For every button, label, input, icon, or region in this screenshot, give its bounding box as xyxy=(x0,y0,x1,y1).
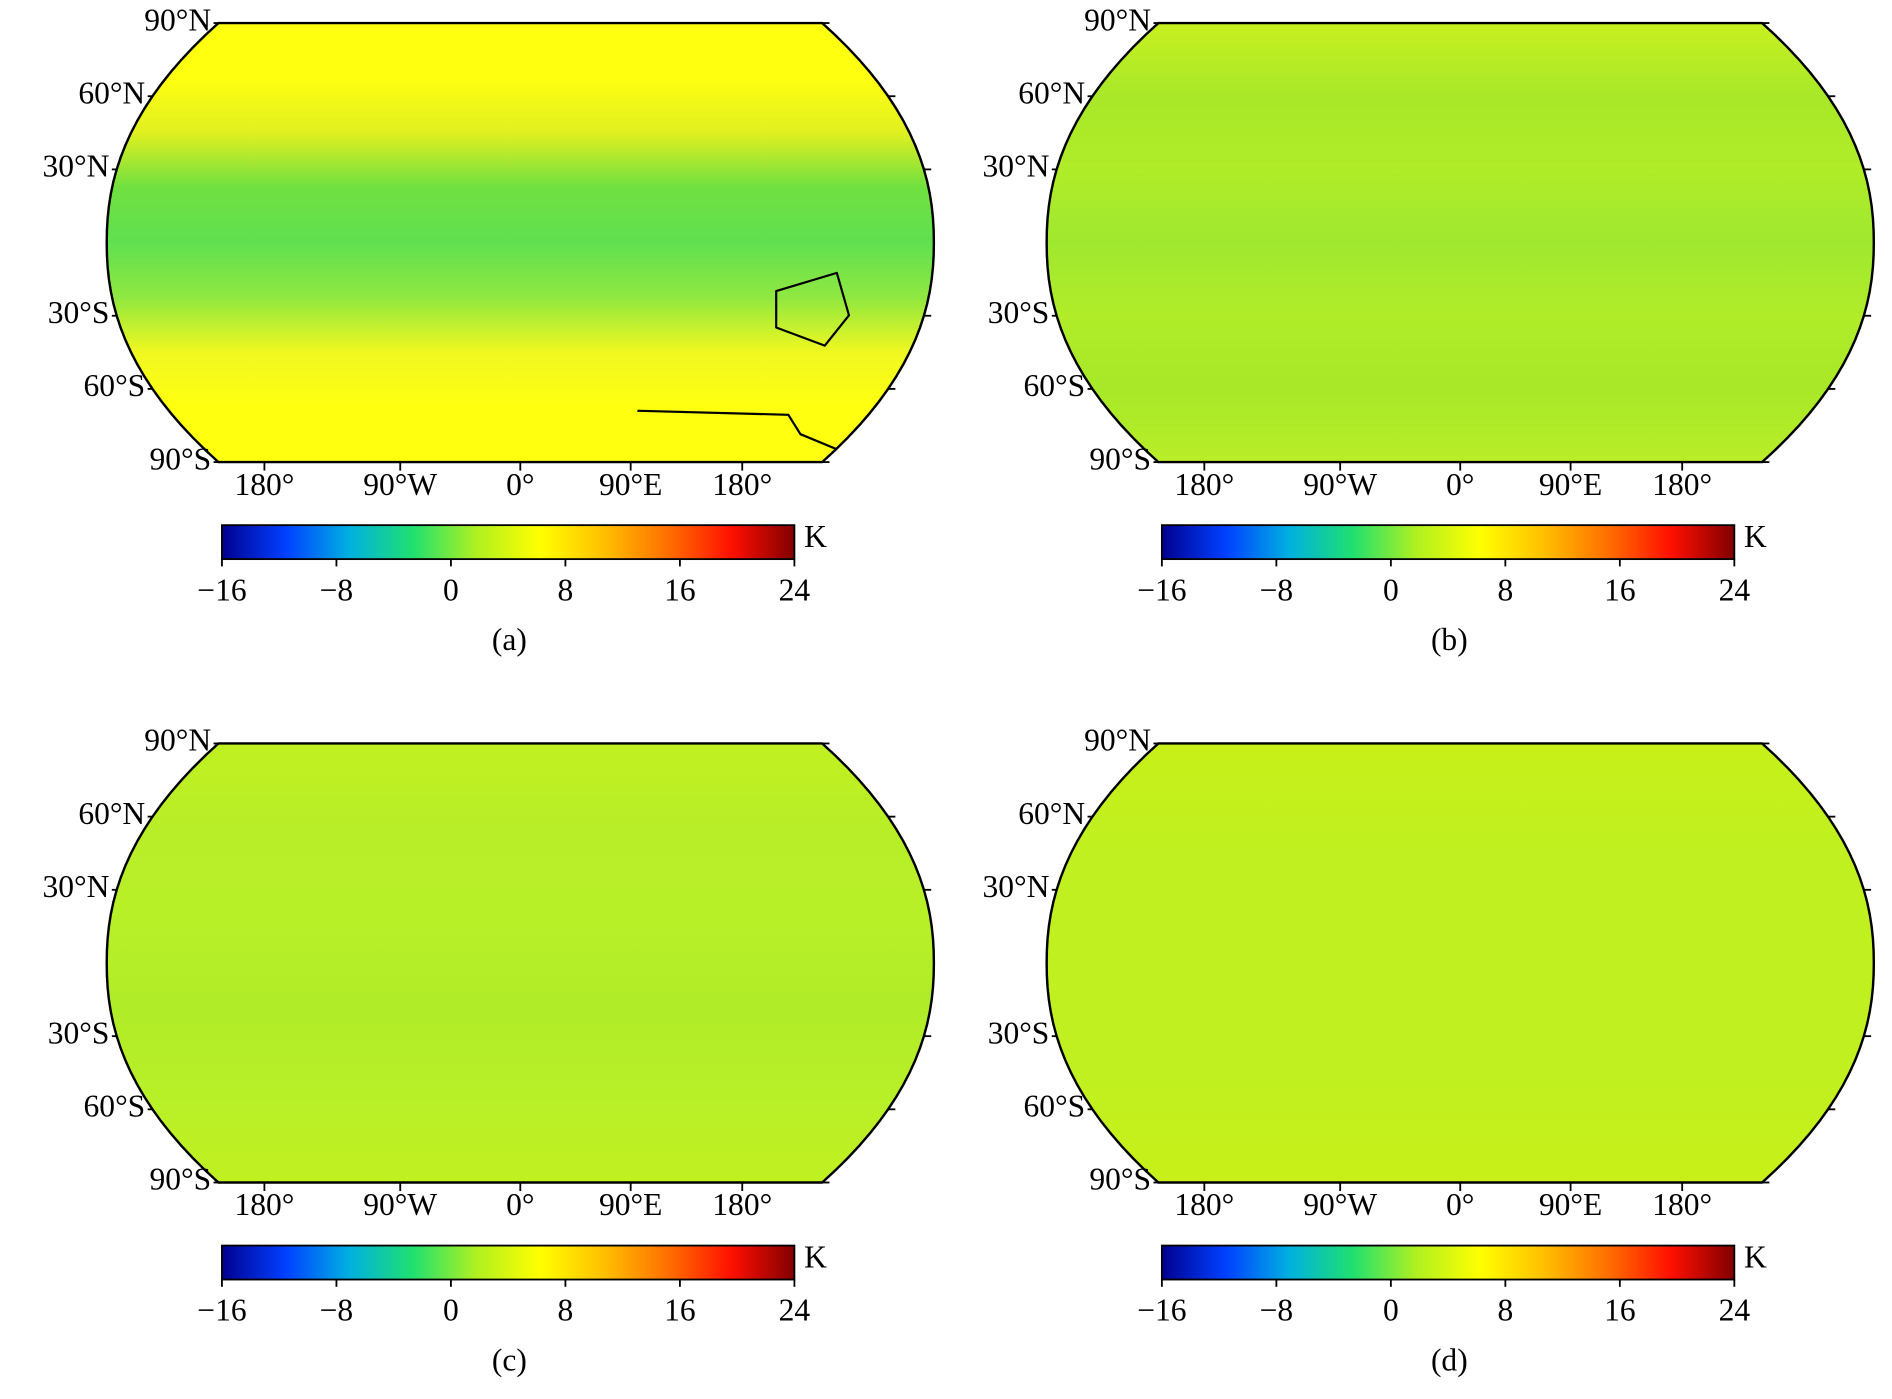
lon-label: 180° xyxy=(712,1187,772,1222)
colorbar-tick-label: 24 xyxy=(1719,572,1751,607)
colorbar xyxy=(1160,1244,1736,1281)
colorbar-tick-label: 24 xyxy=(1719,1293,1751,1328)
colorbar-tick-label: 0 xyxy=(443,1293,459,1328)
lon-label: 0° xyxy=(506,1187,534,1222)
lat-label: 30°N xyxy=(982,869,1049,904)
lat-label: 90°S xyxy=(149,1162,211,1197)
colorbar-tick-label: 24 xyxy=(779,572,811,607)
map-fill xyxy=(1046,743,1874,1183)
lat-label: 90°S xyxy=(1089,1162,1151,1197)
lon-label: 180° xyxy=(234,1187,294,1222)
map-panel: 90°N 60°N 30°N 30°S 60°S 90°S 180° 90°W 0° 90°E 18… xyxy=(982,723,1876,1377)
lon-label: 90°E xyxy=(1539,1187,1602,1222)
lat-label: 60°S xyxy=(1023,1089,1085,1124)
lon-label: 0° xyxy=(1446,1187,1474,1222)
lat-label: 90°N xyxy=(144,723,211,758)
colorbar-tick-label: 0 xyxy=(443,572,459,607)
lat-label: 30°N xyxy=(982,149,1049,184)
colorbar-tick-label: −8 xyxy=(320,1293,354,1328)
lat-label: 60°N xyxy=(1018,75,1085,110)
panel-caption: (c) xyxy=(492,1342,527,1377)
panel-caption: (d) xyxy=(1431,1342,1468,1377)
map-fill xyxy=(1046,23,1874,463)
lon-label: 180° xyxy=(712,467,772,502)
lon-label: 90°E xyxy=(599,467,662,502)
colorbar-tick-label: 8 xyxy=(1497,1293,1513,1328)
colorbar-tick-label: 0 xyxy=(1383,1293,1399,1328)
lat-label: 30°S xyxy=(48,1015,110,1050)
map-fill xyxy=(106,743,934,1183)
lat-label: 60°N xyxy=(78,796,145,831)
map-fill xyxy=(106,23,934,463)
map-panel: 90°N 60°N 30°N 30°S 60°S 90°S 180° 90°W 0° 90°E 18… xyxy=(43,723,936,1377)
lon-label: 90°E xyxy=(599,1187,662,1222)
lon-label: 90°E xyxy=(1539,467,1602,502)
colorbar-tick-label: 16 xyxy=(664,1293,696,1328)
lat-label: 90°N xyxy=(1084,2,1151,37)
map-panel: 90°N 60°N 30°N 30°S 60°S 90°S 180° 90°W 0° 90°E 18… xyxy=(43,2,936,657)
colorbar-tick-label: 16 xyxy=(664,572,696,607)
colorbar-tick-label: 8 xyxy=(558,1293,574,1328)
colorbar-unit: K xyxy=(1744,519,1767,554)
lon-label: 90°W xyxy=(363,1187,437,1222)
colorbar-unit: K xyxy=(804,1239,827,1274)
lat-label: 90°S xyxy=(1089,441,1151,476)
lat-label: 90°N xyxy=(1084,723,1151,758)
lat-label: 30°N xyxy=(43,869,110,904)
lon-label: 180° xyxy=(1652,1187,1712,1222)
lon-label: 0° xyxy=(1446,467,1474,502)
lon-label: 180° xyxy=(1652,467,1712,502)
lon-label: 90°W xyxy=(363,467,437,502)
lon-label: 90°W xyxy=(1303,467,1377,502)
lat-label: 90°S xyxy=(149,441,211,476)
lon-label: 90°W xyxy=(1303,1187,1377,1222)
panel-caption: (a) xyxy=(492,622,527,657)
lat-label: 30°S xyxy=(988,295,1050,330)
lat-label: 60°N xyxy=(1018,796,1085,831)
colorbar-tick-label: −16 xyxy=(197,1293,246,1328)
lat-label: 30°S xyxy=(988,1015,1050,1050)
colorbar-tick-label: −16 xyxy=(1137,572,1186,607)
lon-label: 0° xyxy=(506,467,534,502)
colorbar-tick-label: −8 xyxy=(320,572,354,607)
lat-label: 30°N xyxy=(43,149,110,184)
colorbar-tick-label: 16 xyxy=(1604,572,1636,607)
colorbar xyxy=(221,1244,796,1281)
lon-label: 180° xyxy=(234,467,294,502)
colorbar-tick-label: −16 xyxy=(197,572,246,607)
lon-label: 180° xyxy=(1174,1187,1234,1222)
panel-caption: (b) xyxy=(1431,622,1468,657)
colorbar xyxy=(1160,524,1736,561)
colorbar-unit: K xyxy=(1744,1239,1767,1274)
map-panel: 90°N 60°N 30°N 30°S 60°S 90°S 180° 90°W 0° 90°E 18… xyxy=(982,2,1876,657)
lat-label: 60°S xyxy=(84,368,146,403)
colorbar-tick-label: 0 xyxy=(1383,572,1399,607)
lat-label: 60°N xyxy=(78,75,145,110)
lat-label: 60°S xyxy=(1023,368,1085,403)
colorbar-tick-label: 8 xyxy=(1497,572,1513,607)
colorbar-tick-label: 24 xyxy=(779,1293,811,1328)
colorbar-tick-label: −8 xyxy=(1260,1293,1294,1328)
colorbar-tick-label: −16 xyxy=(1137,1293,1186,1328)
lat-label: 30°S xyxy=(48,295,110,330)
colorbar xyxy=(221,524,796,561)
colorbar-tick-label: −8 xyxy=(1260,572,1294,607)
colorbar-tick-label: 8 xyxy=(558,572,574,607)
colorbar-tick-label: 16 xyxy=(1604,1293,1636,1328)
lon-label: 180° xyxy=(1174,467,1234,502)
lat-label: 60°S xyxy=(84,1089,146,1124)
lat-label: 90°N xyxy=(144,2,211,37)
colorbar-unit: K xyxy=(804,519,827,554)
